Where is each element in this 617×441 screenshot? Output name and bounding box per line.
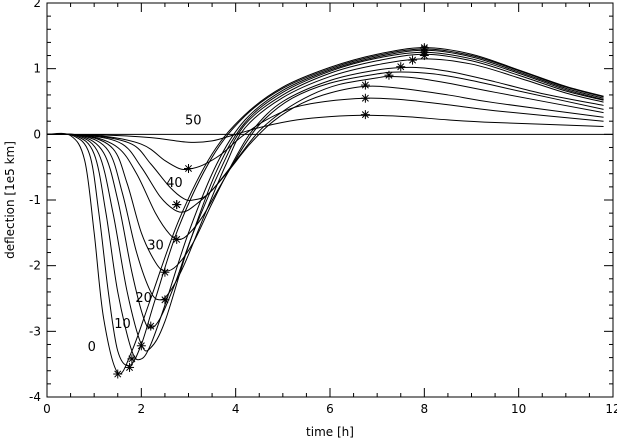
series-markers — [113, 43, 429, 379]
x-tick-label: 8 — [421, 402, 429, 416]
asterisk-marker — [160, 267, 170, 277]
curve-label: 40 — [166, 176, 183, 191]
asterisk-marker — [127, 354, 137, 364]
x-tick-label: 12 — [605, 402, 617, 416]
series-line — [46, 71, 604, 240]
y-tick-label: -1 — [29, 193, 41, 207]
asterisk-stroke — [161, 296, 169, 304]
series-line — [46, 114, 604, 143]
series-line — [46, 48, 604, 367]
x-axis-label: time [h] — [306, 425, 354, 439]
curve-label: 20 — [135, 291, 152, 306]
y-axis-label: deflection [1e5 km] — [3, 141, 17, 259]
x-tick-label: 10 — [511, 402, 526, 416]
series-line — [46, 49, 604, 361]
asterisk-stroke — [420, 44, 428, 52]
x-tick-label: 2 — [138, 402, 146, 416]
asterisk-stroke — [137, 342, 145, 350]
asterisk-marker — [146, 321, 156, 331]
series-line — [46, 97, 604, 171]
curve-label: 50 — [185, 113, 202, 128]
asterisk-marker — [172, 234, 182, 244]
curve-label: 10 — [114, 317, 131, 332]
asterisk-marker — [360, 80, 370, 90]
series-line — [46, 58, 604, 301]
asterisk-stroke — [114, 370, 122, 378]
asterisk-stroke — [126, 363, 134, 371]
x-tick-label: 0 — [43, 402, 51, 416]
curve-label: 0 — [88, 340, 96, 355]
series-line — [46, 66, 604, 272]
y-tick-label: 2 — [33, 0, 41, 10]
asterisk-stroke — [397, 63, 405, 71]
asterisk-marker — [113, 369, 123, 379]
asterisk-marker — [125, 362, 135, 372]
asterisk-marker — [184, 163, 193, 173]
x-tick-label: 6 — [326, 402, 334, 416]
asterisk-stroke — [361, 94, 369, 102]
asterisk-marker — [419, 43, 429, 53]
asterisk-marker — [396, 62, 406, 72]
asterisk-marker — [136, 341, 146, 351]
series-line — [46, 53, 604, 329]
series-line — [46, 85, 604, 201]
series-line — [46, 47, 604, 375]
asterisk-marker — [160, 295, 170, 305]
asterisk-stroke — [361, 111, 369, 119]
asterisk-marker — [172, 200, 182, 210]
series-line — [46, 51, 604, 352]
y-tick-label: 0 — [33, 127, 41, 141]
asterisk-marker — [360, 93, 370, 103]
asterisk-stroke — [361, 81, 369, 89]
asterisk-stroke — [173, 235, 181, 243]
asterisk-stroke — [161, 268, 169, 276]
asterisk-stroke — [173, 201, 181, 209]
y-tick-label: 1 — [33, 62, 41, 76]
curve-labels: 0 10 20 30 40 50 — [88, 113, 202, 355]
curve-label: 30 — [147, 238, 164, 253]
asterisk-stroke — [147, 322, 155, 330]
y-tick-label: -3 — [29, 324, 41, 338]
asterisk-marker — [360, 110, 370, 120]
series-lines — [46, 47, 613, 375]
asterisk-stroke — [184, 164, 193, 172]
asterisk-stroke — [409, 56, 417, 64]
asterisk-marker — [408, 55, 418, 65]
asterisk-marker — [384, 70, 394, 80]
asterisk-stroke — [385, 71, 393, 79]
asterisk-stroke — [128, 355, 136, 363]
y-tick-label: -4 — [29, 390, 41, 404]
x-tick-label: 4 — [232, 402, 240, 416]
series-line — [46, 76, 604, 213]
y-tick-label: -2 — [29, 259, 41, 273]
